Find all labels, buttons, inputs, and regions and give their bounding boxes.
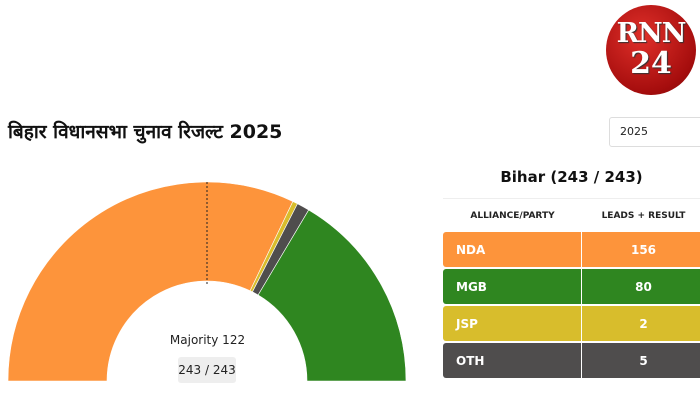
table-row-nda: NDA 156 <box>443 232 700 267</box>
party-name: NDA <box>443 232 582 267</box>
logo-text-24: 24 <box>630 46 672 81</box>
party-name: OTH <box>443 343 582 378</box>
header-party: ALLIANCE/PARTY <box>470 210 555 221</box>
seat-count-badge: 243 / 243 <box>178 357 236 383</box>
party-name: MGB <box>443 269 582 304</box>
table-row-jsp: JSP 2 <box>443 306 700 341</box>
seat-semi-donut-chart <box>7 181 407 382</box>
party-name: JSP <box>443 306 582 341</box>
year-select[interactable]: 2025 <box>609 117 700 147</box>
party-seats: 156 <box>582 232 700 267</box>
party-seats: 5 <box>582 343 700 378</box>
summary-title: Bihar (243 / 243) <box>500 168 643 186</box>
table-header: ALLIANCE/PARTY LEADS + RESULT <box>443 199 700 232</box>
majority-label: Majority 122 <box>169 333 246 347</box>
party-seats: 80 <box>582 269 700 304</box>
table-row-mgb: MGB 80 <box>443 269 700 304</box>
party-seats: 2 <box>582 306 700 341</box>
table-row-oth: OTH 5 <box>443 343 700 378</box>
rnn24-logo: RNN 24 <box>606 5 696 95</box>
results-table: ALLIANCE/PARTY LEADS + RESULT NDA 156 MGB 8… <box>443 198 700 380</box>
logo-text-rnn: RNN <box>616 18 687 49</box>
page-title: बिहार विधानसभा चुनाव रिजल्ट 2025 <box>8 121 283 143</box>
slice-nda <box>7 181 294 382</box>
slice-mgb <box>257 209 407 382</box>
header-seats: LEADS + RESULT <box>601 210 686 221</box>
